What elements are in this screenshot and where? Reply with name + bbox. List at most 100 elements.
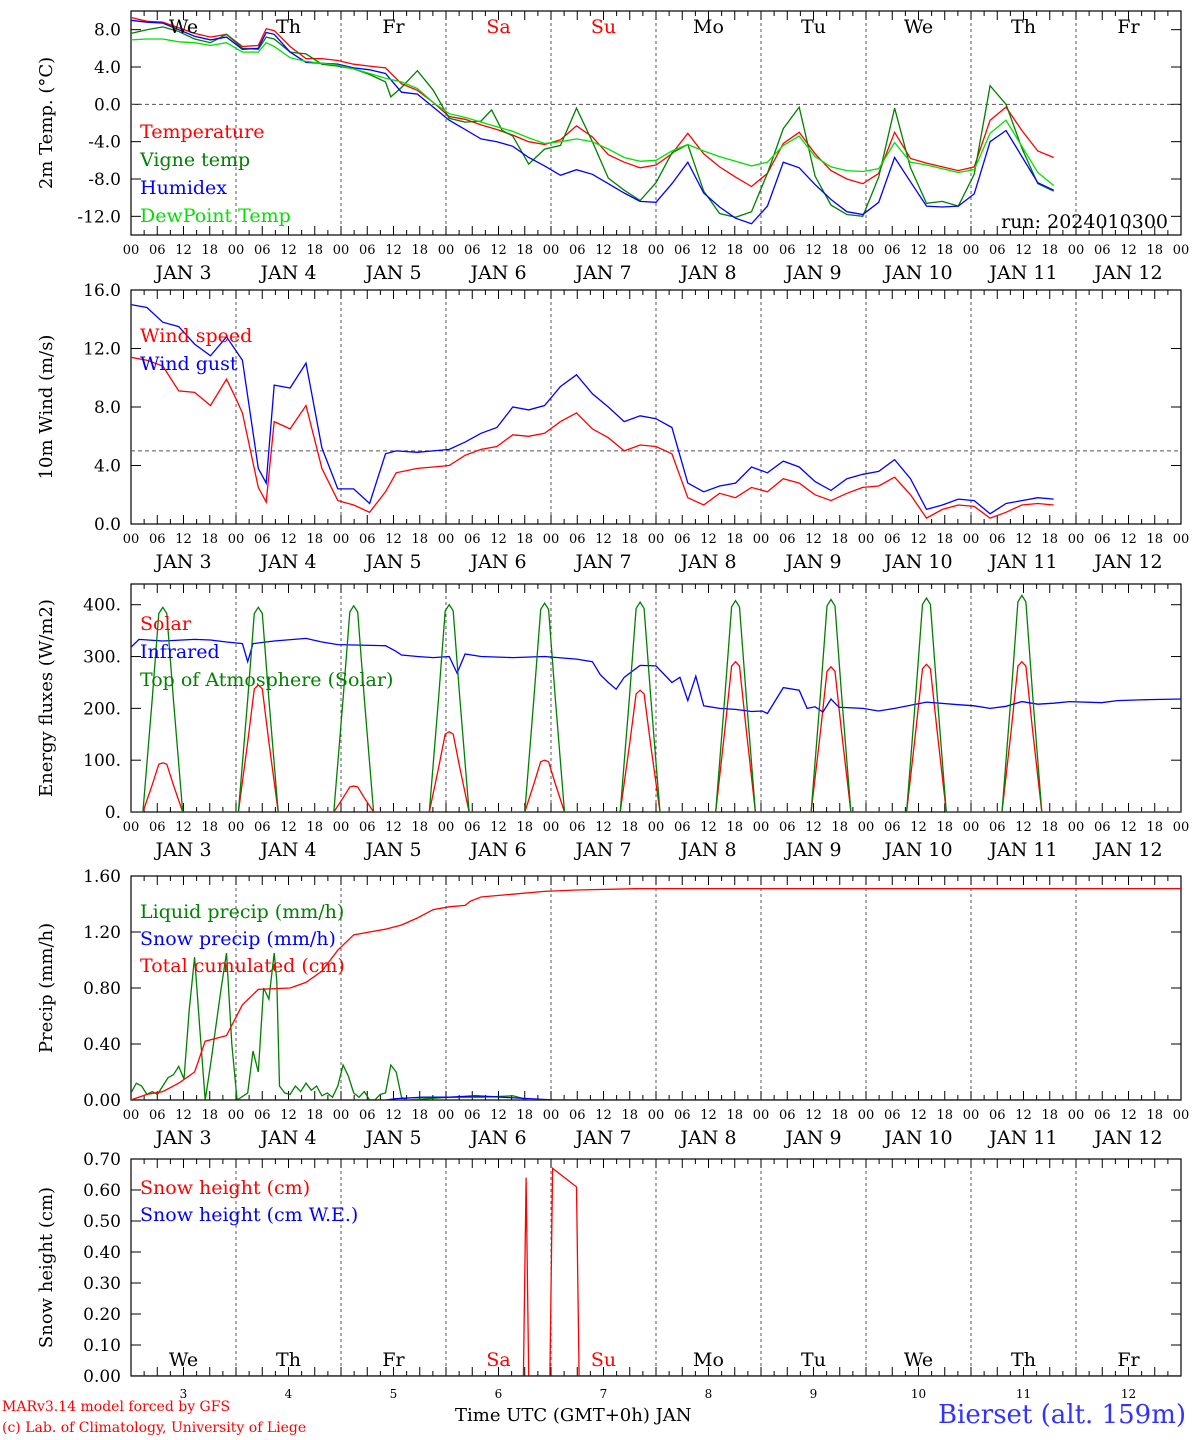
series-line-infrared (131, 637, 1181, 715)
hour-tick-label: 00 (648, 243, 665, 258)
hour-tick-label: 12 (385, 532, 402, 547)
hour-tick-label: 00 (333, 820, 350, 835)
hour-tick-label: 18 (621, 243, 638, 258)
hour-tick-label: 12 (1015, 1108, 1032, 1123)
station-name: Bierset (alt. 159m) (937, 1400, 1186, 1430)
date-label: JAN 3 (153, 1127, 211, 1149)
date-label: JAN 9 (783, 839, 841, 861)
hour-tick-label: 06 (464, 532, 481, 547)
hour-tick-label: 00 (1173, 1108, 1190, 1123)
hour-tick-label: 06 (674, 532, 691, 547)
hour-tick-label: 18 (936, 1108, 953, 1123)
hour-tick-label: 12 (595, 1108, 612, 1123)
hour-tick-label: 18 (621, 820, 638, 835)
y-tick-label: 0.20 (83, 1305, 121, 1325)
hour-tick-label: 12 (175, 820, 192, 835)
hour-tick-label: 12 (280, 532, 297, 547)
hour-tick-label: 06 (779, 1108, 796, 1123)
hour-tick-label: 12 (175, 532, 192, 547)
hour-tick-label: 18 (1041, 532, 1058, 547)
hour-tick-label: 12 (1120, 820, 1137, 835)
panel-3: 400. 300. 200. 100. 0. Energy fluxes (W/m2) 00… (36, 583, 1190, 861)
hour-tick-label: 00 (333, 532, 350, 547)
hour-tick-label: 00 (858, 820, 875, 835)
hour-tick-label: 06 (254, 1108, 271, 1123)
hour-tick-label: 06 (884, 243, 901, 258)
y-tick-label: 100. (83, 751, 121, 771)
y-tick-label: 0. (105, 803, 121, 823)
hour-tick-label: 12 (1120, 1108, 1137, 1123)
date-label: JAN 10 (882, 262, 952, 284)
hour-tick-label: 00 (1173, 243, 1190, 258)
hour-tick-label: 00 (438, 820, 455, 835)
series-line-humidex (131, 19, 1054, 225)
legend-entry: Vigne temp (139, 149, 250, 171)
y-tick-label: -8.0 (88, 170, 121, 190)
hour-tick-label: 06 (254, 820, 271, 835)
hour-tick-label: 18 (306, 820, 323, 835)
hour-tick-label: 00 (753, 1108, 770, 1123)
hour-tick-label: 18 (1041, 243, 1058, 258)
x-axis-title: Time UTC (GMT+0h) JAN (455, 1405, 692, 1426)
hour-tick-label: 00 (123, 820, 140, 835)
hour-tick-label: 06 (779, 243, 796, 258)
series-line-solar (131, 660, 1181, 812)
weekday-label: Th (1011, 16, 1036, 38)
hour-tick-label: 18 (516, 1108, 533, 1123)
day-number-label: 11 (1016, 1387, 1031, 1401)
hour-tick-label: 18 (936, 820, 953, 835)
hour-tick-label: 06 (674, 1108, 691, 1123)
weekday-label: Fr (1117, 16, 1140, 38)
hour-tick-label: 00 (753, 820, 770, 835)
hour-tick-label: 06 (779, 532, 796, 547)
hour-tick-label: 06 (989, 243, 1006, 258)
hour-tick-label: 00 (228, 532, 245, 547)
hour-tick-label: 12 (385, 1108, 402, 1123)
y-tick-label: 0.70 (83, 1150, 121, 1170)
hour-tick-label: 12 (280, 1108, 297, 1123)
weekday-label: We (169, 1349, 198, 1371)
hour-tick-label: 00 (123, 243, 140, 258)
hour-tick-label: 00 (1173, 820, 1190, 835)
series-line-wind-speed (131, 356, 1054, 519)
date-label: JAN 7 (573, 551, 631, 573)
date-label: JAN 11 (987, 551, 1057, 573)
hour-tick-label: 00 (963, 532, 980, 547)
hour-tick-label: 06 (884, 1108, 901, 1123)
legend-entry: Solar (140, 613, 192, 635)
date-label: JAN 6 (468, 551, 526, 573)
date-label: JAN 6 (468, 262, 526, 284)
hour-tick-label: 18 (306, 532, 323, 547)
weekday-label: Th (276, 16, 301, 38)
hour-tick-label: 00 (1068, 1108, 1085, 1123)
hour-tick-label: 06 (254, 532, 271, 547)
hour-tick-label: 18 (201, 820, 218, 835)
y-tick-label: 0.10 (83, 1336, 121, 1356)
date-label: JAN 12 (1092, 262, 1162, 284)
date-label: JAN 11 (987, 262, 1057, 284)
hour-tick-label: 12 (490, 820, 507, 835)
day-number-label: 10 (911, 1387, 926, 1401)
weekday-label: Su (591, 1349, 616, 1371)
hour-tick-label: 06 (464, 1108, 481, 1123)
y-tick-label: 0.0 (94, 515, 121, 535)
hour-tick-label: 00 (648, 820, 665, 835)
panel-1: 8.0 4.0 0.0 -4.0 -8.0 -12.0 2m Temp. (°C) 00 06 1… (36, 10, 1190, 284)
y-tick-label: 400. (83, 596, 121, 616)
hour-tick-label: 12 (700, 532, 717, 547)
hour-tick-label: 12 (910, 532, 927, 547)
hour-tick-label: 06 (359, 820, 376, 835)
hour-tick-label: 00 (1068, 820, 1085, 835)
hour-tick-label: 12 (595, 532, 612, 547)
legend-entry: DewPoint Temp (140, 205, 291, 227)
hour-tick-label: 06 (464, 243, 481, 258)
hour-tick-label: 18 (831, 1108, 848, 1123)
date-label: JAN 7 (573, 1127, 631, 1149)
date-label: JAN 9 (783, 262, 841, 284)
series-group (131, 16, 1055, 225)
y-tick-label: 0.60 (83, 1181, 121, 1201)
day-number-label: 9 (810, 1387, 818, 1401)
weekday-label: Tu (801, 1349, 826, 1371)
hour-tick-label: 00 (963, 820, 980, 835)
